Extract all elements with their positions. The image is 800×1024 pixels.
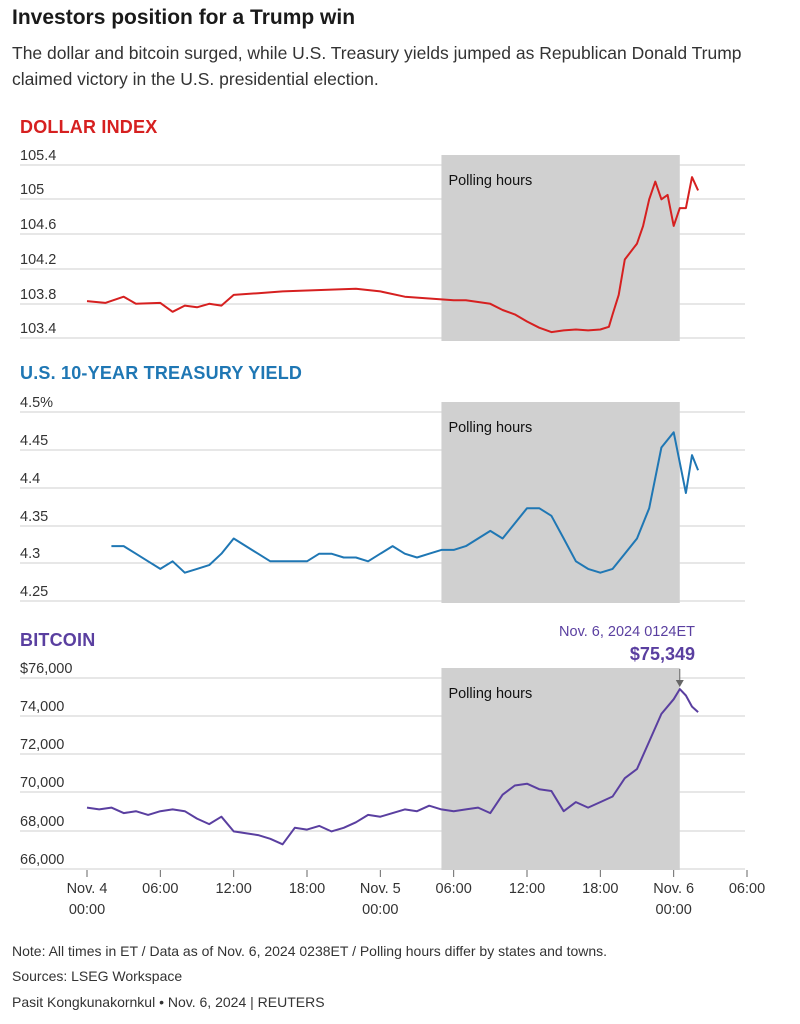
bitcoin-y-tick-label: 66,000 (20, 852, 64, 868)
dollar-polling-label: Polling hours (448, 173, 532, 189)
x-tick-label: Nov. 5 (360, 881, 401, 897)
x-tick-label: 18:00 (289, 881, 325, 897)
x-tick-label: Nov. 4 (67, 881, 108, 897)
x-tick-label: 06:00 (729, 881, 765, 897)
x-tick-label-line2: 00:00 (69, 902, 105, 918)
dollar-y-tick-label: 105 (20, 182, 44, 198)
treasury-y-tick-label: 4.3 (20, 546, 40, 562)
treasury-y-tick-label: 4.35 (20, 509, 48, 525)
dollar-y-tick-label: 103.8 (20, 287, 56, 303)
bitcoin-y-tick-label: 74,000 (20, 699, 64, 715)
x-tick-label-line2: 00:00 (656, 902, 692, 918)
bitcoin-y-tick-label: 70,000 (20, 775, 64, 791)
dollar-y-tick-label: 105.4 (20, 148, 56, 164)
footer-credit: Pasit Kongkunakornkul • Nov. 6, 2024 | R… (12, 994, 325, 1010)
annotation-date: Nov. 6, 2024 0124ET (559, 624, 695, 640)
bitcoin-polling-label: Polling hours (448, 686, 532, 702)
dollar-y-tick-label: 103.4 (20, 321, 56, 337)
dollar-y-tick-label: 104.2 (20, 252, 56, 268)
x-tick-label: 18:00 (582, 881, 618, 897)
x-tick-label: 06:00 (436, 881, 472, 897)
x-tick-label: 12:00 (216, 881, 252, 897)
x-tick-label: Nov. 6 (653, 881, 694, 897)
bitcoin-y-tick-label: 72,000 (20, 737, 64, 753)
bitcoin-y-tick-label: 68,000 (20, 814, 64, 830)
treasury-y-tick-label: 4.25 (20, 584, 48, 600)
treasury-y-tick-label: 4.4 (20, 471, 40, 487)
treasury-polling-label: Polling hours (448, 420, 532, 436)
annotation-value: $75,349 (630, 644, 695, 664)
x-tick-label: 06:00 (142, 881, 178, 897)
treasury-y-tick-label: 4.5% (20, 395, 53, 411)
dollar-y-tick-label: 104.6 (20, 217, 56, 233)
x-tick-label: 12:00 (509, 881, 545, 897)
x-tick-label-line2: 00:00 (362, 902, 398, 918)
treasury-y-tick-label: 4.45 (20, 433, 48, 449)
bitcoin-y-tick-label: $76,000 (20, 661, 72, 677)
footer-note: Note: All times in ET / Data as of Nov. … (12, 943, 607, 959)
footer-sources: Sources: LSEG Workspace (12, 968, 182, 984)
chart-figure: Polling hours 105.4 105 104.6 104.2 103.8 103.… (0, 0, 800, 1024)
